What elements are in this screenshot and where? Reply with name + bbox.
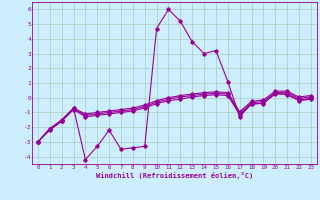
- X-axis label: Windchill (Refroidissement éolien,°C): Windchill (Refroidissement éolien,°C): [96, 172, 253, 179]
